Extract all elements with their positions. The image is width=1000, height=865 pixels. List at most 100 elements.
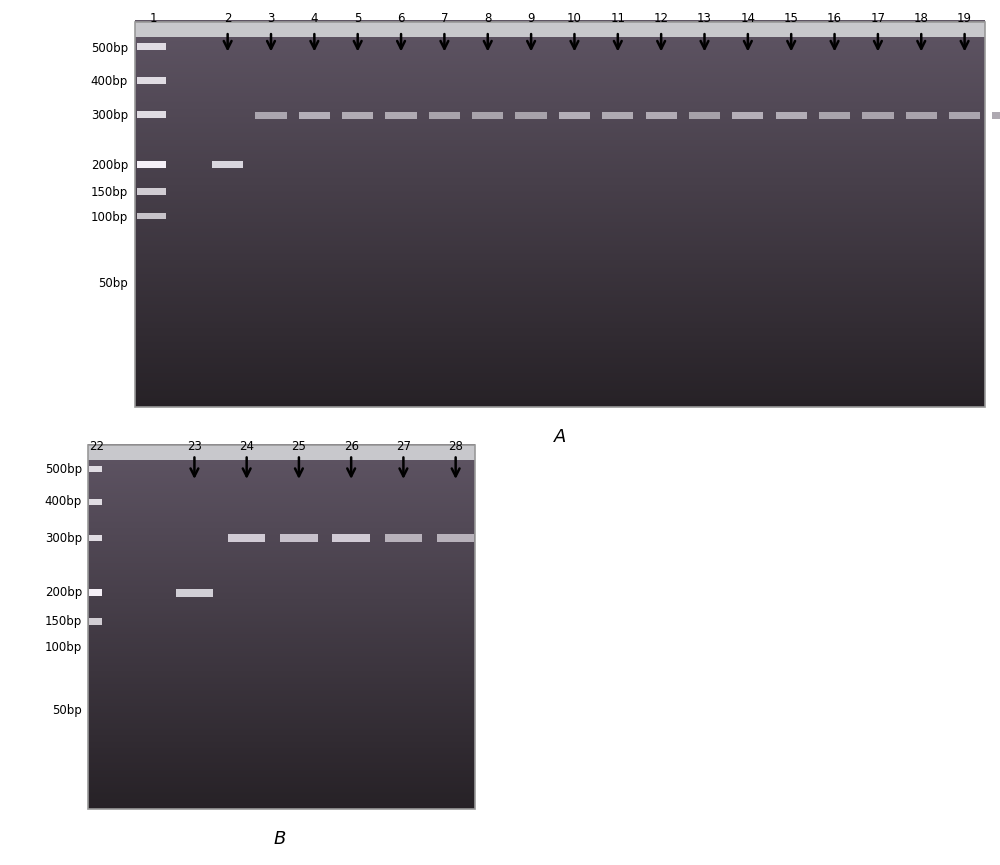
Bar — [88, 618, 475, 621]
Bar — [88, 714, 475, 717]
Bar — [88, 458, 475, 461]
Bar — [88, 498, 475, 501]
Bar — [135, 375, 985, 378]
Bar — [88, 729, 475, 733]
Bar — [135, 402, 985, 406]
Bar — [88, 580, 475, 584]
Bar — [135, 182, 985, 184]
Bar — [88, 485, 475, 488]
Bar — [88, 450, 475, 452]
Bar — [88, 759, 475, 761]
Text: 11: 11 — [610, 12, 625, 25]
Bar — [135, 394, 985, 398]
Bar — [135, 229, 985, 232]
Bar — [88, 605, 475, 608]
Bar — [88, 782, 475, 785]
Bar — [135, 367, 985, 369]
Bar — [135, 240, 985, 244]
Bar — [135, 44, 985, 48]
Bar — [88, 746, 475, 749]
Bar — [88, 743, 475, 746]
Bar — [135, 222, 985, 226]
Bar — [88, 658, 475, 661]
Bar — [88, 650, 475, 654]
Bar — [135, 203, 985, 207]
Bar — [88, 499, 475, 503]
Bar — [88, 582, 475, 585]
Bar — [88, 602, 475, 606]
Bar — [135, 183, 985, 186]
Bar — [88, 514, 475, 517]
Bar — [88, 726, 475, 729]
Bar — [280, 534, 318, 542]
Bar — [135, 401, 985, 404]
Bar — [135, 35, 985, 38]
Bar — [135, 381, 985, 385]
Bar — [88, 776, 475, 778]
Bar — [135, 201, 985, 204]
Bar — [88, 509, 475, 512]
Bar — [88, 467, 475, 470]
Bar — [88, 697, 475, 700]
Text: B: B — [274, 830, 286, 849]
Bar — [135, 267, 985, 271]
Bar — [135, 347, 985, 350]
Bar — [88, 670, 475, 673]
Bar — [135, 270, 985, 273]
Bar — [135, 140, 985, 144]
Bar — [88, 801, 475, 804]
Bar — [135, 33, 985, 35]
Bar — [135, 23, 985, 27]
Bar — [135, 388, 985, 391]
Bar — [88, 631, 475, 633]
Bar — [88, 796, 475, 799]
Bar — [88, 517, 475, 521]
Bar — [135, 272, 985, 276]
Bar — [135, 349, 985, 351]
Text: 7: 7 — [441, 12, 448, 25]
Bar — [88, 592, 475, 594]
Bar — [88, 490, 475, 493]
Bar — [88, 655, 475, 657]
Bar — [88, 640, 475, 643]
Bar — [135, 179, 985, 182]
Bar — [135, 310, 985, 313]
Bar — [88, 675, 475, 678]
Bar — [88, 680, 475, 682]
Bar — [88, 446, 475, 449]
Bar — [135, 145, 985, 149]
Bar — [135, 227, 985, 229]
Bar — [135, 41, 985, 43]
Bar — [88, 734, 475, 737]
Bar — [88, 529, 475, 531]
Bar — [88, 659, 475, 663]
Bar — [88, 667, 475, 670]
Bar — [88, 661, 475, 663]
Bar — [992, 112, 1000, 119]
Text: 6: 6 — [397, 12, 405, 25]
Bar — [135, 169, 985, 172]
Bar — [88, 738, 475, 741]
Bar — [88, 634, 475, 637]
Bar — [88, 687, 475, 690]
Bar — [332, 534, 370, 542]
Bar — [88, 780, 475, 784]
Bar — [135, 86, 985, 90]
Bar — [88, 695, 475, 697]
Text: 26: 26 — [344, 439, 359, 452]
Bar — [135, 52, 985, 55]
Bar — [88, 471, 475, 475]
Bar — [135, 116, 985, 119]
Text: 200bp: 200bp — [45, 586, 82, 599]
Bar — [88, 479, 475, 482]
Bar — [88, 671, 475, 675]
Text: 16: 16 — [827, 12, 842, 25]
Bar — [135, 63, 985, 67]
Bar — [135, 76, 985, 80]
Bar — [88, 537, 475, 540]
Bar — [135, 315, 985, 318]
Bar — [88, 487, 475, 490]
Bar — [135, 198, 985, 202]
Bar — [135, 317, 985, 321]
Bar — [135, 324, 985, 327]
